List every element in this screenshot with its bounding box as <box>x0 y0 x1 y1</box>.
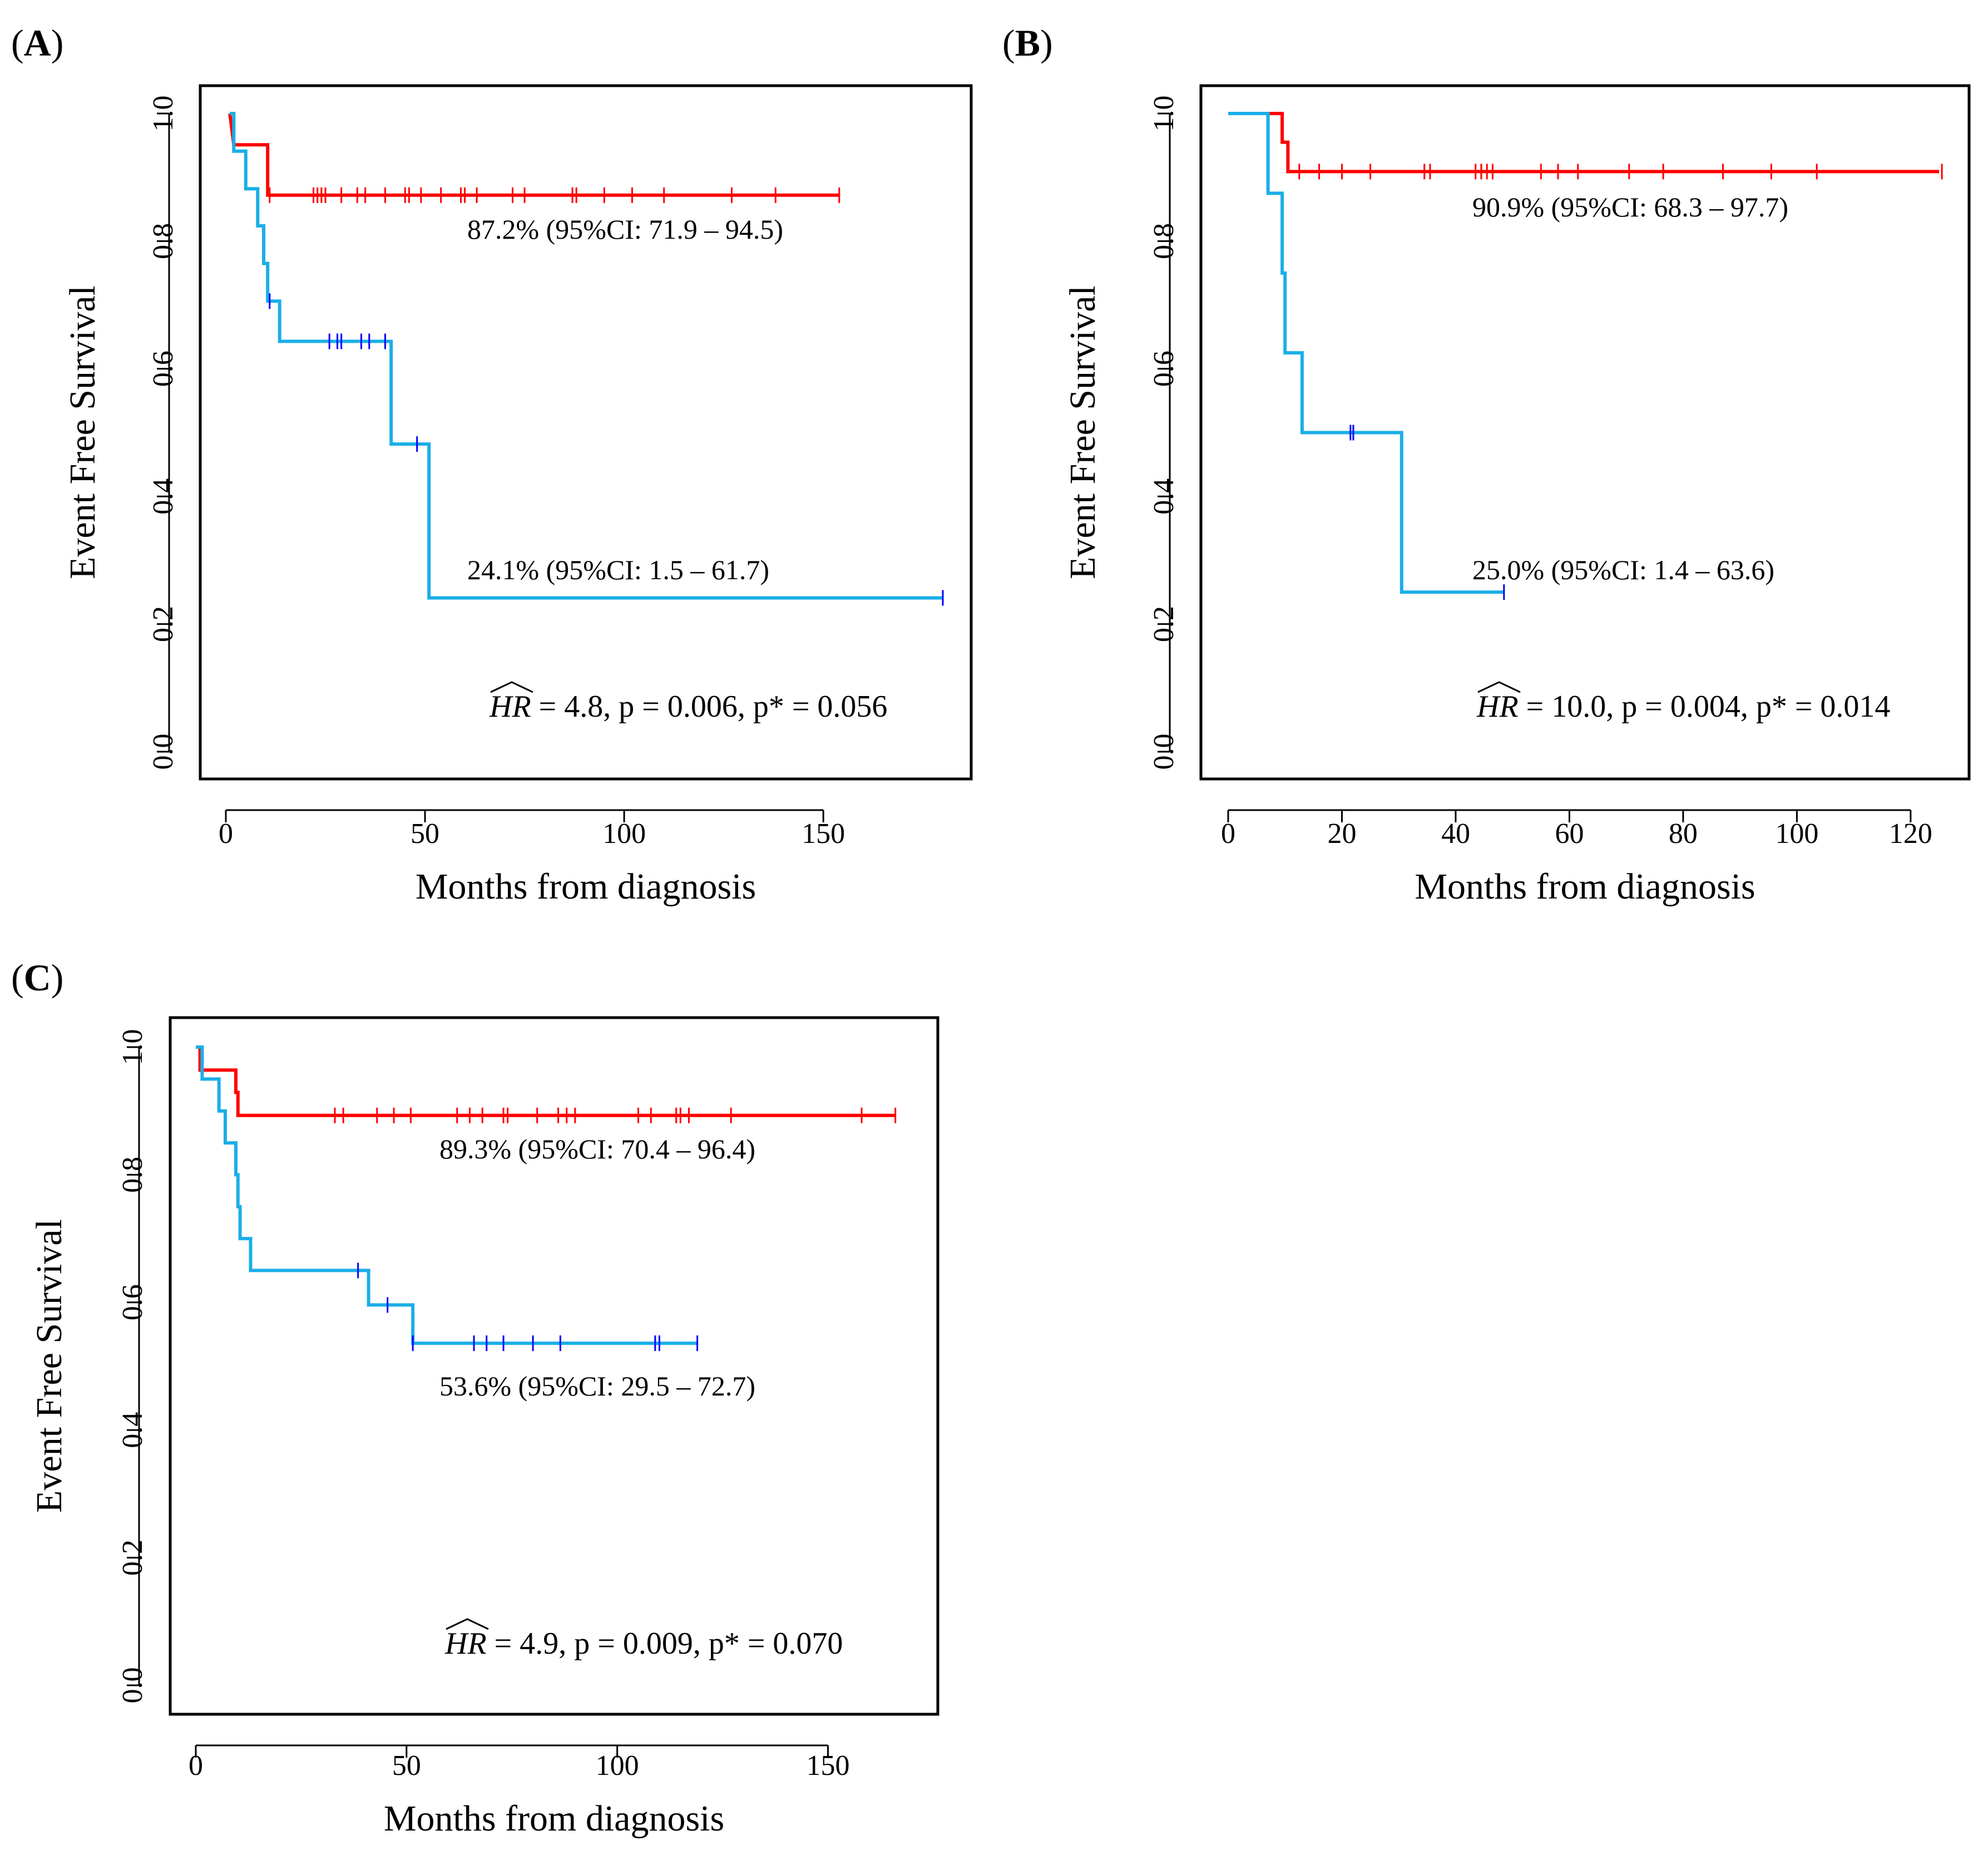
x-tick-label: 100 <box>1775 818 1818 850</box>
plot-frame <box>1199 84 1971 781</box>
y-tick-label: 0.0 <box>1148 734 1180 770</box>
x-tick-label: 150 <box>806 1750 849 1782</box>
panel-letter: (B) <box>1002 22 1053 64</box>
panel-letter: (A) <box>11 22 63 64</box>
panel-letter-a: A <box>24 22 51 64</box>
x-tick-label: 80 <box>1669 818 1698 850</box>
red-group-annotation: 89.3% (95%CI: 70.4 – 96.4) <box>439 1133 755 1165</box>
x-tick-label: 120 <box>1889 818 1932 850</box>
hr-values: = 10.0, p = 0.004, p* = 0.014 <box>1519 689 1891 724</box>
x-tick-label: 50 <box>411 818 439 850</box>
red-survival-curve <box>196 1045 896 1117</box>
blue-survival-curve <box>230 112 943 600</box>
red-survival-curve <box>1228 112 1939 174</box>
x-tick-label: 40 <box>1441 818 1470 850</box>
plot-frame <box>169 1016 939 1716</box>
x-tick-label: 0 <box>189 1750 203 1782</box>
paren-close: ) <box>1040 22 1053 64</box>
paren-open: ( <box>11 956 24 999</box>
x-tick-label: 100 <box>596 1750 639 1782</box>
y-tick-label: 1.0 <box>147 96 179 132</box>
y-tick-label: 0.8 <box>1148 223 1180 259</box>
panel-letter-c: C <box>24 956 51 999</box>
paren-open: ( <box>1002 22 1015 64</box>
red-group-annotation: 90.9% (95%CI: 68.3 – 97.7) <box>1472 191 1788 223</box>
blue-group-annotation: 25.0% (95%CI: 1.4 – 63.6) <box>1472 554 1774 585</box>
y-axis-label: Event Free Survival <box>29 1219 70 1513</box>
y-tick-label: 1.0 <box>1148 96 1180 132</box>
hazard-ratio-text: HR = 4.8, p = 0.006, p* = 0.056 <box>489 689 887 724</box>
x-tick-label: 20 <box>1327 818 1356 850</box>
hazard-ratio-text: HR = 4.9, p = 0.009, p* = 0.070 <box>444 1626 843 1661</box>
x-tick-label: 50 <box>392 1750 421 1782</box>
y-tick-label: 0.4 <box>147 478 179 515</box>
y-tick-label: 0.2 <box>117 1540 149 1576</box>
y-tick-label: 0.6 <box>1148 351 1180 387</box>
y-tick-label: 0.6 <box>117 1284 149 1320</box>
panel-a: (A) 0 50 100 150 0.0 0.2 0.4 0.6 0.8 1.0 Months fro… <box>11 22 973 907</box>
blue-survival-curve <box>1228 112 1504 594</box>
hr-hat <box>490 681 533 693</box>
paren-close: ) <box>51 956 64 999</box>
y-tick-label: 1.0 <box>117 1029 149 1065</box>
panel-b: (B) 0 20 40 60 80 100 120 0.0 0.2 0.4 0.6 0.8 1.0 Mont… <box>1002 22 1971 907</box>
y-tick-label: 0.2 <box>147 606 179 642</box>
hr-hat <box>446 1618 489 1630</box>
y-tick-label: 0.0 <box>147 734 179 770</box>
hr-symbol: HR <box>444 1626 487 1661</box>
hr-hat <box>1477 681 1521 693</box>
red-group-annotation: 87.2% (95%CI: 71.9 – 94.5) <box>467 214 783 245</box>
x-tick-label: 150 <box>802 818 845 850</box>
blue-survival-curve <box>196 1045 698 1345</box>
y-axis-label: Event Free Survival <box>1062 285 1103 579</box>
hr-symbol: HR <box>489 689 531 724</box>
y-tick-label: 0.0 <box>117 1667 149 1704</box>
x-tick-label: 60 <box>1555 818 1584 850</box>
red-survival-curve <box>228 113 839 197</box>
x-axis-label: Months from diagnosis <box>416 866 756 907</box>
paren-close: ) <box>51 22 64 64</box>
x-axis-label: Months from diagnosis <box>384 1798 724 1839</box>
x-tick-label: 0 <box>1221 818 1235 850</box>
y-tick-label: 0.2 <box>1148 606 1180 642</box>
y-axis-label: Event Free Survival <box>62 285 103 579</box>
x-axis-label: Months from diagnosis <box>1415 866 1755 907</box>
panel-letter-b: B <box>1015 22 1040 64</box>
paren-open: ( <box>11 22 24 64</box>
y-tick-label: 0.8 <box>147 223 179 259</box>
plot-frame <box>199 84 973 781</box>
hr-values: = 4.9, p = 0.009, p* = 0.070 <box>487 1626 843 1661</box>
blue-group-annotation: 24.1% (95%CI: 1.5 – 61.7) <box>467 554 769 585</box>
hazard-ratio-text: HR = 10.0, p = 0.004, p* = 0.014 <box>1476 689 1890 724</box>
panel-c: (C) 0 50 100 150 0.0 0.2 0.4 0.6 0.8 1.0 Months fro… <box>11 956 939 1839</box>
x-tick-label: 100 <box>602 818 646 850</box>
y-tick-label: 0.4 <box>117 1412 149 1448</box>
panel-letter: (C) <box>11 956 63 999</box>
blue-group-annotation: 53.6% (95%CI: 29.5 – 72.7) <box>439 1370 755 1402</box>
x-tick-label: 0 <box>219 818 233 850</box>
y-tick-label: 0.6 <box>147 351 179 387</box>
hr-symbol: HR <box>1476 689 1519 724</box>
y-tick-label: 0.4 <box>1148 478 1180 515</box>
y-tick-label: 0.8 <box>117 1157 149 1193</box>
hr-values: = 4.8, p = 0.006, p* = 0.056 <box>531 689 888 724</box>
